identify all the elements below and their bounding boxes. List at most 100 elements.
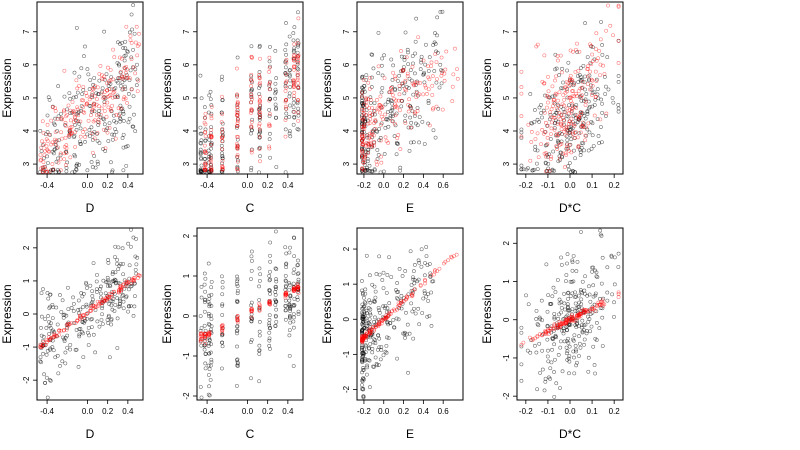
data-point [564,146,569,151]
y-axis-title: Expression [160,284,174,343]
data-point [367,121,372,126]
data-point [536,155,541,160]
plot-frame [356,227,464,401]
data-point [384,350,389,355]
data-point [70,100,75,104]
data-point [383,315,388,320]
data-point [553,67,558,72]
data-point [208,97,213,101]
data-point [404,55,409,60]
data-point [394,288,398,292]
data-point [257,70,262,74]
data-point [268,44,272,49]
data-point [199,336,204,341]
data-point [389,90,394,94]
data-point [568,279,573,284]
data-point [594,270,599,275]
point-series [38,3,140,175]
data-point [220,166,225,171]
data-point [42,142,46,146]
data-point [117,288,121,293]
data-point [450,84,455,89]
data-point [546,293,551,297]
data-point [283,118,288,122]
data-point [220,139,224,143]
data-point [605,265,610,270]
data-point [552,329,556,333]
data-point [119,288,123,292]
data-point [207,384,211,389]
data-point [288,245,292,250]
data-point [555,134,559,139]
data-point [429,273,434,278]
data-point [540,367,545,372]
y-tick-label: 4 [182,128,191,133]
data-point [562,165,567,170]
data-point [81,130,85,134]
data-point [560,151,565,156]
data-point [111,77,115,82]
data-point [550,84,555,89]
data-point [120,80,125,85]
data-point [207,351,212,356]
data-point [535,167,540,171]
data-point [207,338,212,343]
data-point [273,96,278,101]
data-point [202,323,207,328]
y-axis-title: Expression [0,58,14,117]
data-point [249,307,253,312]
data-point [360,169,364,174]
data-point [395,136,400,141]
data-point [422,289,427,293]
data-point [209,127,214,132]
data-point [379,321,384,326]
data-point [426,292,430,296]
y-tick-label: 0 [182,313,191,318]
data-point [547,328,552,333]
data-point [250,80,254,85]
data-point [296,291,301,296]
data-point [545,135,550,140]
data-point [121,272,126,277]
data-point [113,94,117,99]
x-tick-label: 0.2 [398,407,410,416]
data-point [235,123,240,128]
data-point [360,347,364,352]
data-point [220,98,225,102]
data-point [220,94,224,99]
data-point [555,106,559,111]
data-point [586,355,591,360]
data-point [284,98,288,102]
data-point [436,106,441,111]
data-point [549,115,554,120]
data-point [403,119,407,123]
data-point [422,291,427,296]
data-point [424,42,428,47]
data-point [234,124,239,129]
data-point [605,298,610,303]
data-point [563,132,568,137]
data-point [287,354,292,358]
data-point [519,325,524,330]
data-point [398,300,403,305]
data-point [430,83,435,88]
data-point [396,98,401,103]
data-point [368,312,373,317]
data-point [570,105,575,110]
data-point [432,272,436,277]
data-point [84,102,89,107]
data-point [46,95,51,100]
data-point [426,69,431,73]
data-point [203,334,208,339]
data-point [575,94,579,98]
data-point [360,90,364,95]
data-point [118,70,123,75]
data-point [75,107,80,112]
data-point [132,278,137,283]
data-point [570,260,575,264]
data-point [559,255,563,260]
data-point [107,126,112,130]
data-point [115,60,120,65]
data-point [423,273,427,278]
data-point [579,145,584,150]
